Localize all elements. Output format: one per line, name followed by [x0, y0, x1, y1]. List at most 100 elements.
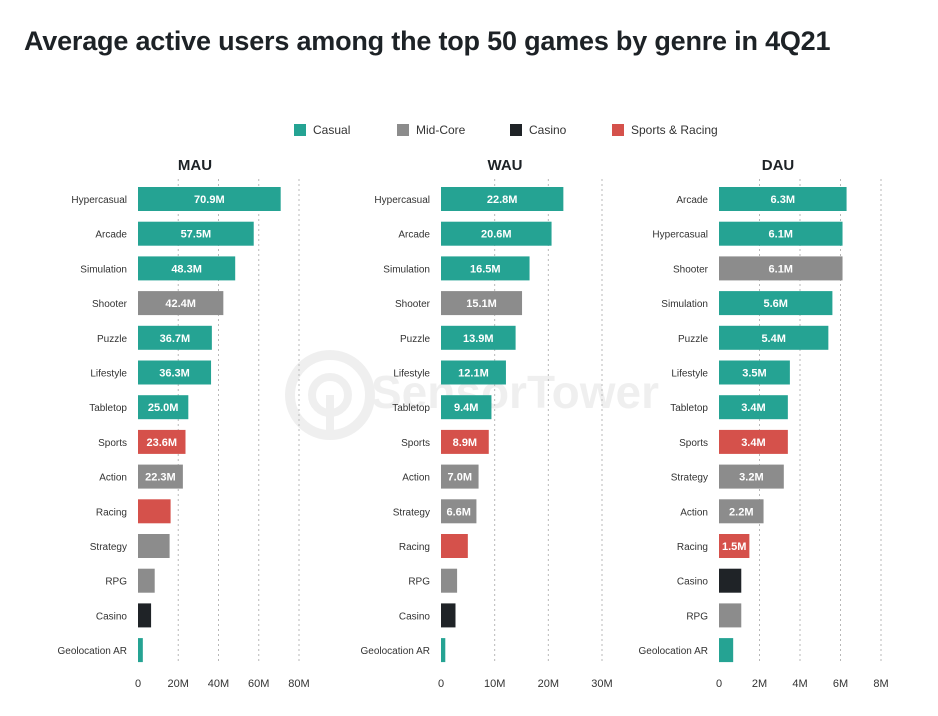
mau-bar-strategy — [138, 534, 170, 558]
wau-data-label: 16.5M — [470, 263, 501, 275]
wau-bar-puzzle — [441, 325, 516, 350]
sensortower-logo-icon — [285, 350, 375, 440]
dau-data-label: 3.5M — [742, 368, 766, 380]
wau-data-label: 12.1M — [458, 368, 489, 380]
wau-category-label: Lifestyle — [393, 369, 430, 380]
dau-category-label: Sports — [679, 438, 708, 449]
dau-panel-title: DAU — [762, 157, 795, 174]
dau-category-label: Tabletop — [670, 403, 708, 414]
dau-data-label: 5.6M — [763, 298, 787, 310]
dau-category-label: Puzzle — [678, 334, 708, 345]
dau-category-label: Strategy — [671, 473, 708, 484]
legend-item-casino: Casino — [510, 121, 566, 139]
dau-category-label: Racing — [677, 542, 708, 553]
dau-bar-sports — [719, 429, 788, 454]
dau-data-label: 6.1M — [769, 263, 793, 275]
mau-bar-action — [138, 464, 183, 489]
wau-data-label: 15.1M — [466, 298, 497, 310]
dau-panel: DAU 0 2M 4M 6M 8M Arcade 6.3M Hypercasual 6.1M Sho… — [639, 157, 889, 690]
dau-bar-arcade — [719, 187, 847, 211]
mau-bar-rpg — [138, 568, 155, 593]
dau-category-label: Arcade — [676, 195, 708, 206]
legend-label-casual: Casual — [313, 123, 351, 137]
mau-bar-geolocation-ar — [138, 638, 143, 663]
mau-data-label: 70.9M — [194, 194, 225, 206]
dau-bar-shooter — [719, 256, 843, 281]
wau-category-label: Puzzle — [400, 334, 430, 345]
dau-bar-action — [719, 499, 764, 524]
dau-data-label: 6.3M — [771, 194, 795, 206]
legend-swatch-sports-racing — [612, 124, 624, 136]
wau-bar-sports — [441, 429, 489, 454]
dau-bar-tabletop — [719, 395, 788, 420]
mau-category-label: Hypercasual — [71, 195, 127, 206]
dau-bar-puzzle — [719, 325, 829, 350]
mau-tick-label: 0 — [135, 678, 141, 690]
wau-category-label: RPG — [408, 577, 430, 588]
legend-swatch-casino — [510, 124, 522, 136]
wau-bar-simulation — [441, 256, 530, 281]
mau-data-label: 23.6M — [146, 437, 177, 449]
wau-bar-hypercasual — [441, 187, 564, 211]
wau-category-label: Simulation — [383, 264, 430, 275]
mau-category-label: Racing — [96, 507, 127, 518]
legend-item-sports-racing: Sports & Racing — [612, 121, 718, 139]
wau-data-label: 8.9M — [453, 437, 477, 449]
wau-panel: WAU 0 10M 20M 30M Hypercasual 22.8M Arcade 20.6M… — [361, 157, 613, 690]
wau-data-label: 20.6M — [481, 229, 512, 241]
wau-bar-racing — [441, 534, 468, 558]
legend-label-mid-core: Mid-Core — [416, 123, 466, 137]
mau-bar-lifestyle — [138, 360, 212, 385]
legend-swatch-casual — [294, 124, 306, 136]
wau-bar-action — [441, 464, 479, 489]
wau-bar-geolocation-ar — [441, 638, 446, 663]
mau-category-label: Strategy — [90, 542, 127, 553]
wau-bar-shooter — [441, 291, 523, 316]
dau-bar-simulation — [719, 291, 833, 316]
dau-data-label: 2.2M — [729, 506, 753, 518]
wau-category-label: Hypercasual — [374, 195, 430, 206]
dau-bar-lifestyle — [719, 360, 790, 385]
wau-category-label: Geolocation AR — [361, 646, 431, 657]
mau-category-label: Geolocation AR — [58, 646, 128, 657]
mau-data-label: 22.3M — [145, 472, 176, 484]
dau-bar-casino — [719, 568, 742, 593]
dau-bar-strategy — [719, 464, 784, 489]
mau-bar-casino — [138, 603, 152, 628]
wau-data-label: 13.9M — [463, 333, 494, 345]
wau-category-label: Tabletop — [392, 403, 430, 414]
wau-category-label: Casino — [399, 611, 431, 622]
mau-data-label: 36.7M — [160, 333, 191, 345]
wau-category-label: Shooter — [395, 299, 431, 310]
wau-bar-arcade — [441, 221, 552, 246]
mau-category-label: Lifestyle — [90, 369, 127, 380]
mau-tick-label: 40M — [208, 678, 229, 690]
mau-data-label: 57.5M — [181, 229, 212, 241]
mau-bar-sports — [138, 429, 186, 454]
wau-category-label: Action — [402, 473, 430, 484]
mau-category-label: Simulation — [80, 264, 127, 275]
wau-tick-label: 0 — [438, 678, 444, 690]
dau-bar-geolocation-ar — [719, 638, 734, 663]
wau-category-label: Strategy — [393, 507, 430, 518]
dau-bar-racing — [719, 534, 750, 558]
wau-bar-lifestyle — [441, 360, 506, 385]
dau-category-label: Shooter — [673, 264, 709, 275]
mau-data-label: 36.3M — [159, 368, 190, 380]
mau-bar-tabletop — [138, 395, 189, 420]
mau-tick-label: 80M — [288, 678, 309, 690]
wau-data-label: 6.6M — [446, 506, 470, 518]
sensortower-watermark: SensorTower — [285, 345, 685, 445]
wau-bar-strategy — [441, 499, 477, 524]
dau-category-label: Simulation — [661, 299, 708, 310]
mau-bar-racing — [138, 499, 171, 524]
mau-panel: MAU 0 20M 40M 60M 80M Hypercasual 70.9M Arcade 57… — [58, 157, 310, 690]
wau-tick-label: 30M — [591, 678, 612, 690]
dau-category-label: Casino — [677, 577, 709, 588]
legend-label-sports-racing: Sports & Racing — [631, 123, 718, 137]
dau-category-label: Lifestyle — [671, 369, 708, 380]
mau-tick-label: 60M — [248, 678, 269, 690]
mau-category-label: Shooter — [92, 299, 128, 310]
dau-tick-label: 2M — [752, 678, 767, 690]
